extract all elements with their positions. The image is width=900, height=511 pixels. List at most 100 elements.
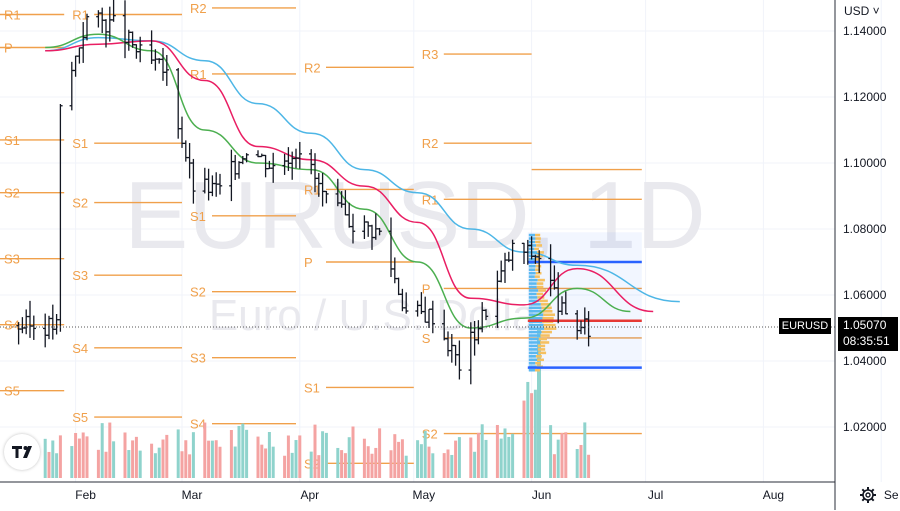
volume-bar xyxy=(374,447,378,478)
volume-bar xyxy=(112,441,116,478)
chart-grid xyxy=(0,0,882,482)
ohlc-bar xyxy=(24,309,29,335)
profile-bar-up xyxy=(528,292,537,296)
ohlc-bar xyxy=(324,190,329,204)
ohlc-bar xyxy=(81,22,86,63)
x-tick-label: Aug xyxy=(763,488,784,502)
volume-bar xyxy=(233,446,237,478)
volume-bar xyxy=(51,440,55,478)
profile-bar-down xyxy=(543,327,557,330)
symbol-price-label: EURUSD xyxy=(779,318,831,334)
pivot-level-label: R1 xyxy=(422,192,439,207)
volume-bar xyxy=(180,451,184,478)
profile-bar-down xyxy=(538,289,546,292)
pivot-level-label: R1 xyxy=(4,8,21,23)
volume-bar xyxy=(533,389,537,478)
profile-bar-down xyxy=(535,271,542,275)
ohlc-bar xyxy=(483,309,489,321)
profile-bar-up xyxy=(528,233,536,237)
last-price-label: 1.05070 08:35:51 xyxy=(838,317,898,351)
volume-bar xyxy=(495,424,499,478)
profile-bar-down xyxy=(540,303,551,306)
pivot-level-label: R3 xyxy=(422,47,439,62)
volume-bar xyxy=(378,428,382,478)
profile-bar-down xyxy=(541,330,552,334)
ohlc-bar xyxy=(164,54,169,86)
profile-bar-up xyxy=(528,282,537,285)
volume-bar xyxy=(431,453,435,478)
ohlc-bar xyxy=(457,340,462,380)
x-tick-label: Mar xyxy=(182,488,203,502)
profile-bar-up xyxy=(528,244,537,247)
profile-bar-down xyxy=(536,244,543,247)
pivot-level-label: S5 xyxy=(72,410,88,425)
volume-bar xyxy=(419,444,423,478)
profile-bar-up xyxy=(528,323,544,327)
volume-bar xyxy=(427,446,431,478)
gear-icon[interactable] xyxy=(855,484,881,506)
ohlc-bar xyxy=(27,300,33,338)
pivot-level-label: P xyxy=(304,255,313,270)
profile-bar-down xyxy=(543,313,555,317)
volume-bar xyxy=(55,453,59,478)
volume-bar xyxy=(454,440,458,478)
volume-bar xyxy=(267,431,271,478)
profile-bar-up xyxy=(528,348,538,351)
pivot-level-label: S4 xyxy=(4,318,20,333)
pivot-level-label: S xyxy=(422,331,431,346)
ohlc-bar xyxy=(259,153,264,158)
volume-bar xyxy=(309,451,313,478)
profile-bar-up xyxy=(528,303,541,306)
volume-bar xyxy=(58,435,62,478)
pivot-level-label: S1 xyxy=(190,209,206,224)
volume-bar xyxy=(161,439,165,478)
profile-bar-down xyxy=(543,323,556,327)
profile-bar-down xyxy=(534,247,539,251)
volume-bar xyxy=(457,437,461,478)
currency-selector[interactable]: USD ˅ xyxy=(844,4,880,18)
volume-bar xyxy=(100,423,104,478)
ohlc-bar xyxy=(31,315,36,340)
volume-bar xyxy=(104,451,108,478)
volume-bar xyxy=(446,449,450,478)
tradingview-logo-icon[interactable] xyxy=(4,434,40,470)
ohlc-bar xyxy=(16,322,21,345)
volume-bar xyxy=(579,444,583,478)
volume-bar xyxy=(324,432,328,478)
profile-bar-down xyxy=(536,282,544,285)
profile-bar-down xyxy=(537,344,546,348)
volume-bar xyxy=(480,424,484,478)
profile-bar-up xyxy=(528,361,536,365)
ohlc-bar xyxy=(510,239,515,271)
volume-bar xyxy=(549,425,553,478)
profile-bar-up xyxy=(528,278,538,282)
profile-bar-up xyxy=(528,327,544,330)
pivot-level-label: S4 xyxy=(190,417,206,432)
volume-bar xyxy=(526,381,530,478)
volume-bar xyxy=(283,455,287,478)
profile-bar-up xyxy=(528,271,536,275)
volume-bar xyxy=(108,422,112,478)
volume-bar xyxy=(264,448,268,478)
profile-bar-up xyxy=(528,368,535,372)
volume-bar xyxy=(96,449,100,478)
ohlc-bar xyxy=(563,291,568,315)
profile-bar-down xyxy=(538,351,547,355)
volume-bar xyxy=(336,447,340,478)
volume-bar xyxy=(370,453,374,478)
pivot-level-label: S2 xyxy=(190,285,206,300)
ohlc-bar xyxy=(100,7,105,34)
ohlc-bar xyxy=(122,0,128,59)
volume-bar xyxy=(473,451,477,478)
pivot-level-label: S1 xyxy=(4,133,20,148)
sma-mid-line xyxy=(45,40,654,313)
ohlc-bar xyxy=(176,68,181,139)
volume-bar xyxy=(530,393,534,478)
y-tick-label: 1.12000 xyxy=(843,90,887,104)
volume-bar xyxy=(556,439,560,478)
profile-bar-up xyxy=(528,306,542,310)
volume-bar xyxy=(260,444,264,478)
volume-bar xyxy=(70,446,74,478)
